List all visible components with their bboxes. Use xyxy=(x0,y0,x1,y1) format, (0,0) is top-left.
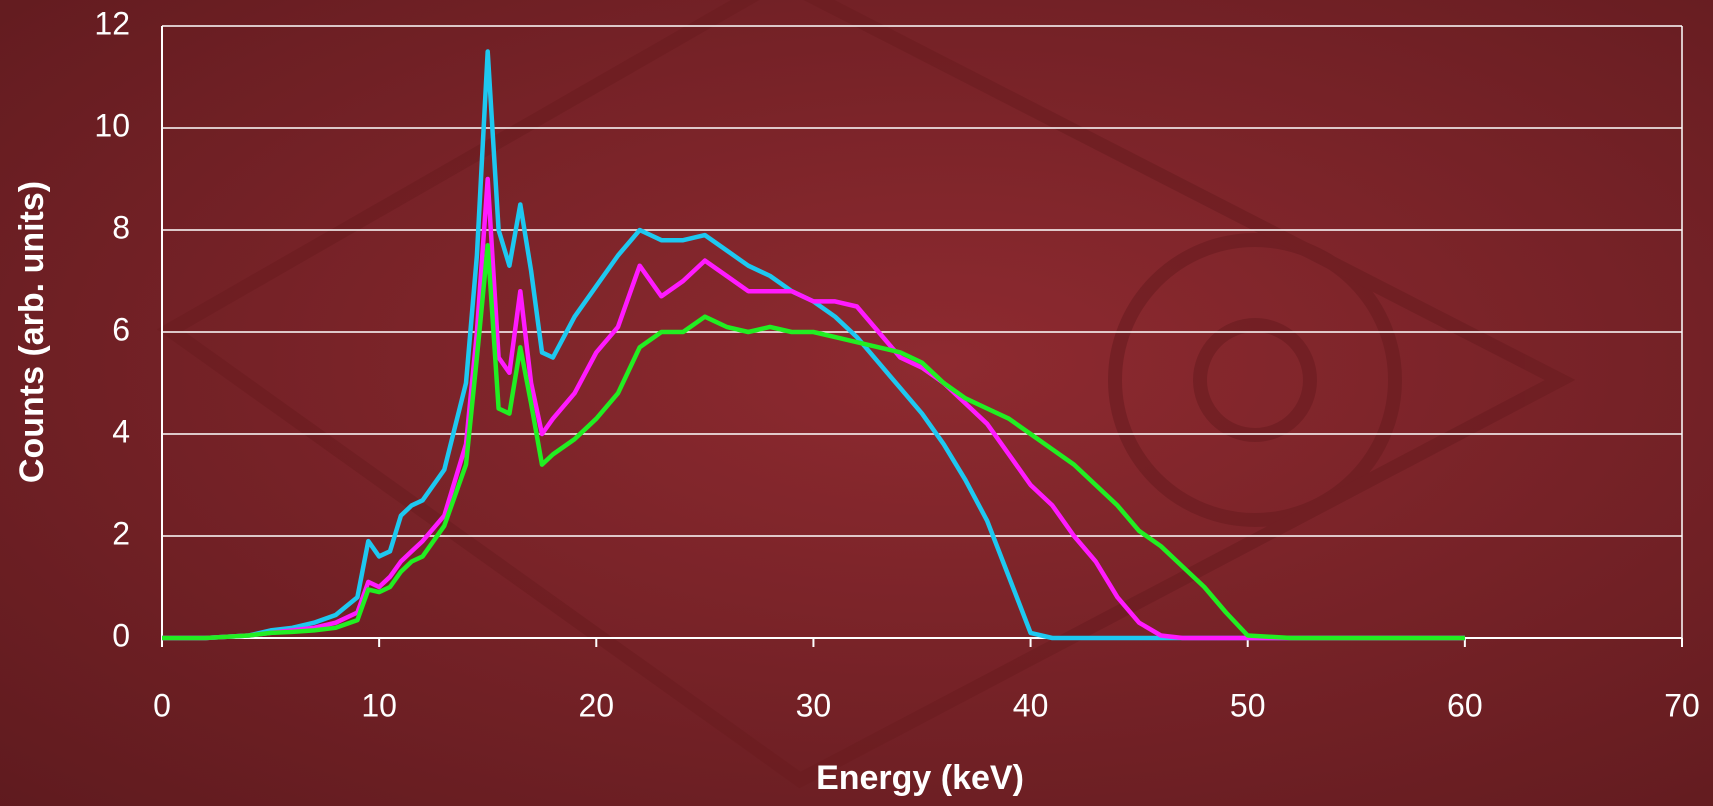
x-tick-label: 30 xyxy=(796,687,832,723)
x-tick-label: 20 xyxy=(578,687,614,723)
y-tick-label: 8 xyxy=(112,209,130,245)
x-axis-title: Energy (keV) xyxy=(816,759,1024,797)
page: Energy (keV) Counts (arb. units) 0 2 4 6 8 10… xyxy=(0,0,1713,806)
y-tick-label: 6 xyxy=(112,311,130,347)
x-tick-label: 40 xyxy=(1013,687,1049,723)
y-axis-title: Counts (arb. units) xyxy=(13,181,51,483)
x-tick-label: 70 xyxy=(1664,687,1700,723)
y-tick-label: 4 xyxy=(112,413,130,449)
x-tick-label: 60 xyxy=(1447,687,1483,723)
x-tick-label: 0 xyxy=(153,687,171,723)
x-tick-label: 50 xyxy=(1230,687,1266,723)
y-tick-label: 10 xyxy=(94,107,130,143)
x-tick-label: 10 xyxy=(361,687,397,723)
chart: Energy (keV) Counts (arb. units) 0 2 4 6 8 10… xyxy=(0,0,1713,806)
background xyxy=(0,0,1713,806)
y-tick-label: 2 xyxy=(112,515,130,551)
y-tick-label: 0 xyxy=(112,617,130,653)
y-tick-label: 12 xyxy=(94,5,130,41)
